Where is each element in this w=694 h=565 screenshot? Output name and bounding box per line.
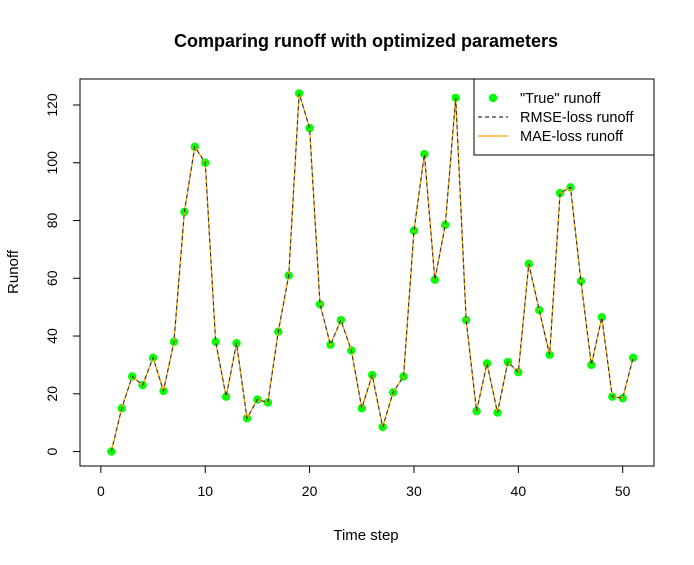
y-tick-label: 120 [44,93,60,117]
y-tick-label: 80 [44,213,60,229]
rmse-runoff-line [110,93,634,452]
y-tick-label: 20 [44,386,60,402]
y-axis-label: Runoff [5,249,22,294]
x-axis-label: Time step [333,527,398,544]
x-tick-label: 40 [511,483,527,499]
legend-marker-true [488,93,498,103]
y-tick-label: 0 [44,447,60,455]
series-layer [107,89,638,456]
y-tick-label: 40 [44,328,60,344]
x-tick-label: 30 [406,483,422,499]
legend-label-rmse: RMSE-loss runoff [520,110,634,126]
x-tick-label: 20 [302,483,318,499]
x-axis: 0 10 20 30 40 50 [97,465,631,499]
y-tick-label: 60 [44,270,60,286]
x-tick-label: 50 [615,483,631,499]
chart-title: Comparing runoff with optimized paramete… [174,31,558,51]
legend: "True" runoff RMSE-loss runoff MAE-loss … [473,78,655,156]
legend-label-true: "True" runoff [520,91,601,107]
y-axis: 0 20 40 60 80 100 120 [44,93,81,455]
x-tick-label: 10 [197,483,213,499]
x-tick-label: 0 [97,483,105,499]
legend-box [473,78,655,156]
y-tick-label: 100 [44,151,60,175]
legend-label-mae: MAE-loss runoff [520,129,624,145]
